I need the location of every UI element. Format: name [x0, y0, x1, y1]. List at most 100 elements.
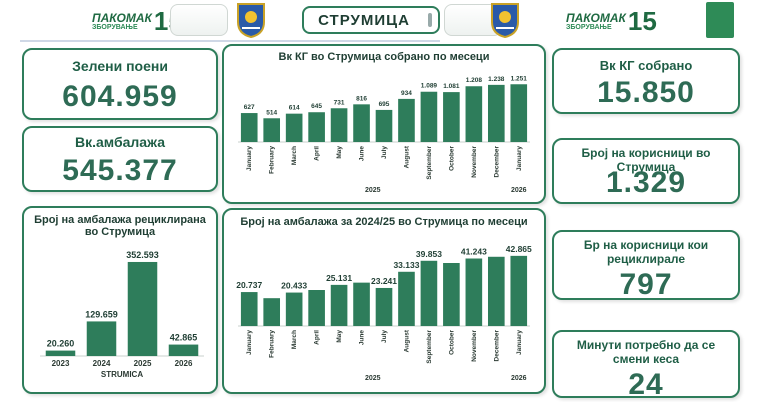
data-label: 352.593 — [126, 250, 159, 260]
x-axis-label: STRUMICA — [101, 370, 143, 379]
data-label: 731 — [334, 99, 345, 106]
green-banner — [706, 2, 734, 38]
data-label: 816 — [356, 95, 367, 102]
data-label: 627 — [244, 104, 255, 111]
brand-sub: ЗБОРУВАЊЕ — [566, 23, 612, 31]
bar — [465, 86, 483, 142]
users-card: Број на корисници во Струмица 1.329 — [552, 138, 740, 204]
bar — [353, 104, 370, 142]
x-tick-label: August — [403, 329, 410, 352]
x-tick-label: September — [426, 146, 433, 180]
anniversary-number: 15 — [627, 6, 657, 36]
year-label: 2026 — [511, 187, 527, 194]
x-tick-label: April — [314, 146, 321, 161]
data-label: 645 — [311, 103, 322, 110]
x-tick-label: May — [336, 146, 343, 159]
city-selector[interactable]: СТРУМИЦА — [302, 6, 440, 34]
x-tick-label: January — [246, 330, 253, 355]
x-tick-label: 2025 — [134, 359, 152, 368]
x-tick-label: January — [516, 146, 523, 171]
data-label: 514 — [266, 109, 277, 116]
year-label: 2026 — [511, 375, 527, 382]
green-points-label: Зелени поени — [72, 58, 168, 74]
crest-icon — [491, 3, 519, 38]
minutes-label: Минути потребно да се смени кеса — [576, 338, 716, 366]
data-label: 1.238 — [488, 76, 505, 83]
city-name: СТРУМИЦА — [318, 12, 410, 29]
bar — [443, 263, 460, 326]
data-label: 39.853 — [416, 249, 442, 259]
bar — [240, 113, 258, 142]
x-tick-label: 2024 — [93, 359, 111, 368]
kg-monthly-chart-title: Вк КГ во Струмица собрано по месеци — [278, 51, 490, 63]
bar — [285, 113, 303, 142]
x-tick-label: June — [359, 330, 366, 346]
kg-collected-label: Вк КГ собрано — [599, 58, 693, 73]
x-tick-label: August — [403, 145, 410, 168]
year-label: 2025 — [365, 375, 381, 382]
packaging-value: 545.377 — [62, 154, 178, 187]
x-tick-label: January — [516, 330, 523, 355]
x-tick-label: February — [269, 330, 276, 358]
packaging-card: Вк.амбалажа 545.377 — [22, 126, 218, 192]
bar — [263, 298, 281, 326]
bar — [375, 109, 393, 142]
bar — [487, 84, 505, 142]
data-label: 33.133 — [393, 260, 419, 270]
bottle-icon — [170, 4, 228, 36]
x-tick-label: January — [246, 146, 253, 171]
bar — [127, 261, 158, 356]
bar — [398, 271, 415, 326]
bar — [510, 84, 528, 142]
kg-collected-card: Вк КГ собрано 15.850 — [552, 48, 740, 114]
bar — [308, 112, 325, 142]
users-label: Број на корисници во Струмица — [581, 146, 711, 174]
x-tick-label: May — [336, 330, 343, 343]
kg-collected-value: 15.850 — [597, 76, 695, 109]
bar — [398, 98, 415, 142]
minutes-value: 24 — [628, 368, 664, 401]
bar — [420, 260, 438, 326]
brand-name: ПАКОМАК — [566, 10, 626, 25]
bar — [420, 91, 438, 142]
x-tick-label: 2026 — [175, 359, 193, 368]
data-label: 20.433 — [281, 281, 307, 291]
green-points-value: 604.959 — [62, 80, 178, 113]
city-scroll-handle[interactable] — [428, 13, 432, 27]
x-tick-label: February — [269, 146, 276, 174]
crest-icon — [237, 3, 265, 38]
bar — [308, 290, 325, 326]
x-tick-label: November — [471, 146, 478, 178]
recycling-users-value: 797 — [619, 268, 673, 301]
bar — [330, 108, 348, 142]
x-tick-label: March — [291, 146, 298, 165]
x-tick-label: November — [471, 330, 478, 362]
data-label: 25.131 — [326, 273, 352, 283]
data-label: 614 — [289, 105, 300, 112]
data-label: 695 — [379, 101, 390, 108]
yearly-packaging-chart-card: Број на амбалажа рециклирана во Струмица… — [22, 206, 218, 394]
data-label: 934 — [401, 90, 412, 97]
bar — [168, 344, 199, 356]
data-label: 1.081 — [443, 83, 460, 90]
recycling-users-label: Бр на корисници кои рециклирале — [583, 238, 709, 266]
users-value: 1.329 — [605, 166, 687, 199]
x-tick-label: 2023 — [52, 359, 70, 368]
x-tick-label: July — [381, 330, 388, 343]
packaging-monthly-chart-title: Број на амбалажа за 2024/25 во Струмица … — [240, 216, 528, 228]
bar — [487, 256, 505, 326]
data-label: 1.208 — [466, 77, 483, 84]
brand-name: ПАКОМАК — [92, 10, 152, 25]
packaging-label: Вк.амбалажа — [75, 134, 165, 150]
yearly-packaging-chart: 20.260 2023 129.659 2024 352.593 2025 42.865 20… — [40, 250, 204, 379]
x-tick-label: July — [381, 146, 388, 159]
data-label: 42.865 — [170, 333, 198, 343]
bar — [240, 292, 258, 326]
bar — [263, 118, 281, 142]
x-tick-label: October — [448, 330, 455, 355]
x-tick-label: September — [426, 330, 433, 364]
data-label: 129.659 — [85, 309, 118, 319]
bar — [443, 92, 460, 142]
yearly-packaging-chart-title: Број на амбалажа рециклирана во Струмица — [34, 214, 206, 238]
header-divider — [20, 40, 440, 42]
